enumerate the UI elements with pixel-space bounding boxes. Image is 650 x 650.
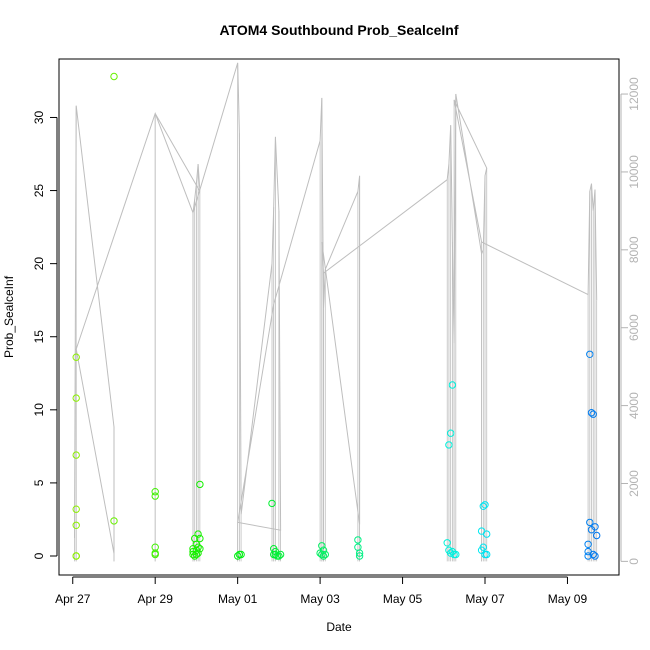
data-point bbox=[591, 552, 599, 560]
y-tick-label: 20 bbox=[32, 257, 46, 271]
data-point bbox=[447, 429, 455, 437]
data-point bbox=[584, 552, 592, 560]
data-point bbox=[151, 488, 159, 496]
data-point bbox=[448, 381, 457, 389]
right-y-tick-label: 10000 bbox=[627, 155, 641, 189]
data-point bbox=[589, 550, 597, 559]
data-point bbox=[196, 480, 204, 489]
data-point bbox=[587, 409, 596, 417]
secondary-series-line bbox=[74, 62, 598, 554]
x-tick-label: May 09 bbox=[548, 592, 588, 606]
chart-title: ATOM4 Southbound Prob_SealceInf bbox=[219, 22, 458, 38]
x-tick-label: May 07 bbox=[465, 592, 505, 606]
data-point bbox=[593, 531, 601, 540]
data-point bbox=[318, 542, 326, 550]
right-y-tick-label: 0 bbox=[627, 558, 641, 565]
data-point bbox=[196, 534, 204, 543]
x-tick-label: May 03 bbox=[300, 592, 340, 606]
right-y-tick-label: 8000 bbox=[627, 236, 641, 263]
data-point bbox=[445, 441, 453, 449]
secondary-series bbox=[74, 62, 598, 562]
data-point bbox=[481, 501, 489, 509]
y-axis: 0 5 10 15 20 25 30 bbox=[32, 111, 58, 559]
right-y-axis: 0 2000 4000 6000 8000 10000 12000 bbox=[620, 77, 641, 565]
x-tick-label: Apr 27 bbox=[55, 592, 91, 606]
data-point bbox=[196, 545, 204, 553]
data-point bbox=[479, 502, 487, 510]
data-point bbox=[321, 550, 329, 559]
x-tick-label: Apr 29 bbox=[138, 592, 174, 606]
data-point bbox=[72, 505, 80, 513]
y-tick-label: 15 bbox=[32, 330, 46, 344]
data-point bbox=[72, 353, 80, 361]
data-point bbox=[194, 543, 202, 551]
right-y-tick-label: 2000 bbox=[627, 470, 641, 497]
x-axis-label: Date bbox=[326, 620, 352, 634]
data-point bbox=[234, 552, 242, 560]
x-tick-label: May 05 bbox=[383, 592, 423, 606]
data-point bbox=[151, 543, 159, 551]
data-point bbox=[589, 410, 597, 418]
data-point bbox=[72, 552, 80, 560]
data-point bbox=[110, 72, 118, 81]
data-point bbox=[452, 550, 460, 559]
data-point bbox=[447, 549, 455, 557]
data-point bbox=[276, 550, 285, 559]
data-point bbox=[151, 492, 159, 500]
y-tick-label: 25 bbox=[32, 184, 46, 198]
right-y-tick-label: 4000 bbox=[627, 392, 641, 419]
data-point bbox=[355, 552, 364, 560]
data-point bbox=[237, 550, 245, 559]
data-point bbox=[584, 540, 592, 548]
plot-frame bbox=[58, 58, 620, 576]
data-point bbox=[483, 530, 491, 538]
data-point bbox=[268, 499, 276, 508]
data-point bbox=[318, 550, 326, 559]
data-point bbox=[275, 552, 283, 560]
x-axis: Apr 27 Apr 29 May 01 May 03 May 05 May 07 May … bbox=[55, 576, 588, 606]
data-point bbox=[194, 530, 202, 538]
data-point bbox=[355, 549, 364, 557]
y-tick-label: 10 bbox=[32, 403, 46, 417]
data-point bbox=[591, 523, 599, 531]
y-tick-label: 5 bbox=[32, 479, 46, 486]
data-point bbox=[72, 394, 80, 402]
data-point bbox=[192, 550, 201, 559]
data-point bbox=[354, 536, 362, 544]
data-point bbox=[194, 549, 202, 557]
y-tick-label: 30 bbox=[32, 111, 46, 125]
data-point bbox=[319, 552, 328, 560]
data-point bbox=[479, 543, 487, 551]
y-tick-label: 0 bbox=[32, 552, 46, 559]
data-point bbox=[586, 350, 594, 358]
data-point bbox=[483, 550, 491, 559]
data-point bbox=[72, 451, 80, 459]
y-axis-label: Prob_SealceInf bbox=[2, 275, 16, 358]
primary-series bbox=[72, 72, 601, 560]
data-point bbox=[586, 518, 594, 527]
data-point bbox=[151, 550, 159, 559]
data-point bbox=[110, 517, 118, 525]
data-point bbox=[443, 539, 451, 547]
data-point bbox=[271, 550, 280, 559]
x-tick-label: May 01 bbox=[218, 592, 258, 606]
right-y-tick-label: 12000 bbox=[627, 77, 641, 111]
data-point bbox=[72, 521, 80, 529]
data-point bbox=[319, 546, 328, 554]
right-y-tick-label: 6000 bbox=[627, 314, 641, 341]
